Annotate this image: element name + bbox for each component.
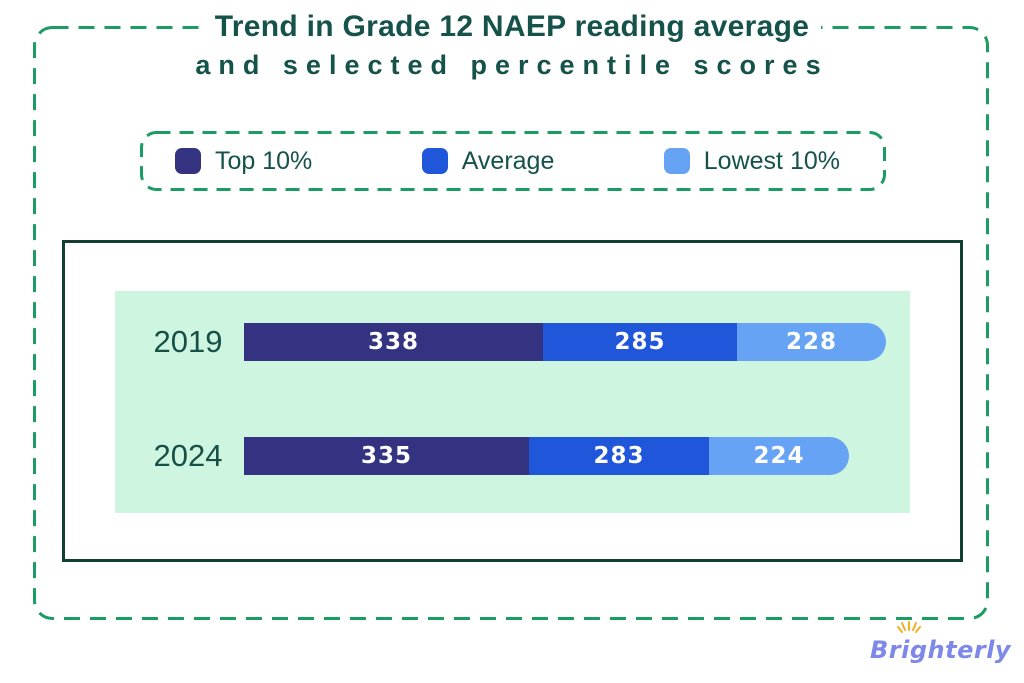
legend-label-average: Average <box>461 146 555 175</box>
bar-row-2024: 335 283 224 <box>244 437 849 475</box>
bar-row-2019: 338 285 228 <box>244 323 886 361</box>
legend: Top 10% Average Lowest 10% <box>140 131 886 191</box>
year-label-2019: 2019 <box>153 324 223 359</box>
logo-text: Brighterly <box>870 636 1012 664</box>
legend-swatch-average-icon <box>421 148 448 174</box>
year-label-2024: 2024 <box>153 438 223 473</box>
legend-item-lowest-10: Lowest 10% <box>663 146 840 176</box>
legend-label-lowest-10: Lowest 10% <box>703 146 840 175</box>
bar-2024-top-10: 335 <box>244 437 529 475</box>
bar-2024-lowest-10: 224 <box>709 437 849 475</box>
legend-item-average: Average <box>421 146 555 176</box>
bar-2024-average: 283 <box>529 437 709 475</box>
legend-item-top-10: Top 10% <box>175 147 312 176</box>
sun-icon <box>897 621 921 633</box>
legend-label-top-10: Top 10% <box>215 146 313 175</box>
legend-swatch-top-10-icon <box>175 148 201 174</box>
brighterly-logo: Brighterly <box>870 621 1012 672</box>
bar-2019-top-10: 338 <box>244 323 543 361</box>
chart-title-line1: Trend in Grade 12 NAEP reading average <box>0 10 1024 44</box>
chart-title-line2: and selected percentile scores <box>195 50 829 80</box>
bar-2019-average: 285 <box>543 323 737 361</box>
bar-2019-lowest-10: 228 <box>737 323 886 361</box>
legend-swatch-lowest-10-icon <box>663 148 690 174</box>
